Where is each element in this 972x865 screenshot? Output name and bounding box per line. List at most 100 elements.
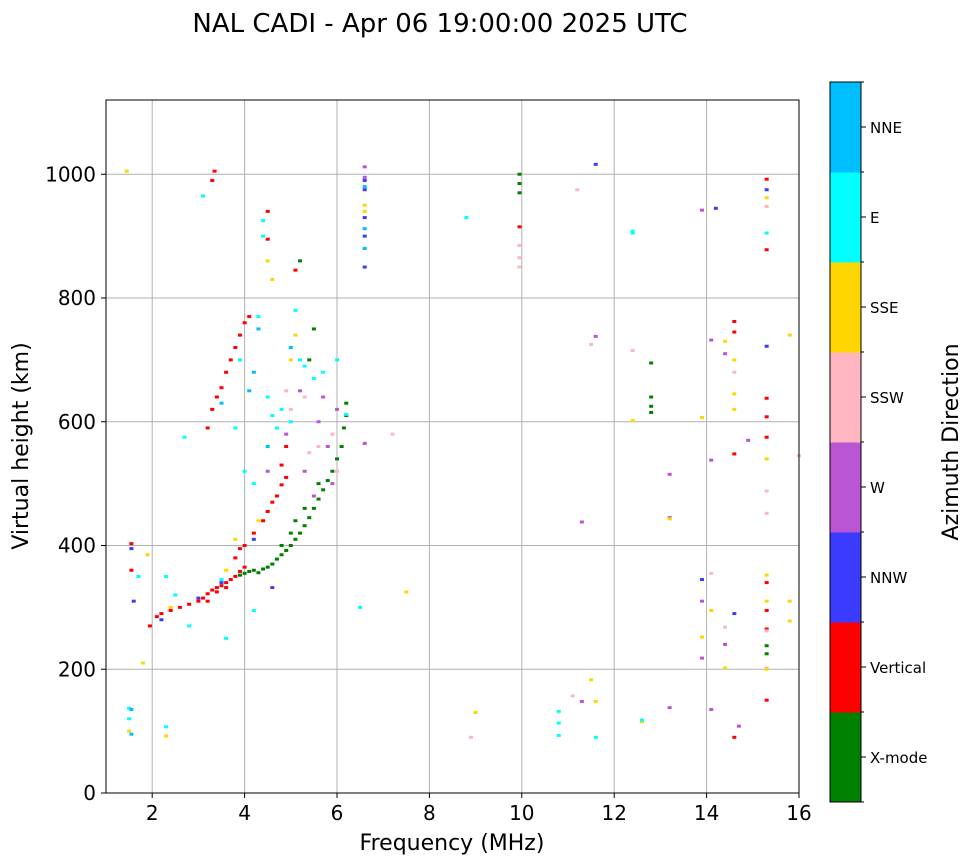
- data-point: [261, 234, 266, 238]
- data-point: [709, 458, 714, 462]
- y-tick-label: 600: [58, 410, 96, 434]
- data-point: [145, 553, 150, 557]
- data-point: [732, 407, 737, 411]
- x-axis-ticks: 2 4 6 8 10 12 14 16: [146, 793, 812, 825]
- data-point: [362, 175, 367, 179]
- data-point: [228, 358, 233, 362]
- data-point: [764, 627, 769, 631]
- data-point: [764, 573, 769, 577]
- data-point: [649, 404, 654, 408]
- data-point: [667, 706, 672, 710]
- data-point: [667, 517, 672, 521]
- data-point: [237, 358, 242, 362]
- colorbar-tick-label: SSE: [870, 299, 899, 317]
- data-point: [667, 472, 672, 476]
- data-point: [274, 494, 279, 498]
- data-point: [274, 426, 279, 430]
- data-point: [764, 667, 769, 671]
- data-point: [228, 578, 233, 582]
- data-point: [164, 725, 169, 729]
- data-point: [147, 624, 152, 628]
- x-tick-label: 14: [694, 801, 719, 825]
- data-point: [129, 707, 134, 711]
- chart-title: NAL CADI - Apr 06 19:00:00 2025 UTC: [192, 9, 687, 39]
- data-point: [556, 721, 561, 725]
- data-point: [129, 547, 134, 551]
- data-point: [164, 734, 169, 738]
- data-point: [140, 661, 145, 665]
- data-point: [325, 479, 330, 483]
- data-point: [316, 482, 321, 486]
- data-point: [570, 694, 575, 698]
- data-point: [177, 605, 182, 609]
- colorbar: X-mode Vertical NNW W SSW SSE E NNE: [829, 81, 927, 803]
- data-point: [593, 334, 598, 338]
- data-point: [517, 182, 522, 186]
- data-point: [288, 544, 293, 547]
- data-point: [224, 581, 229, 585]
- data-point: [224, 636, 229, 640]
- data-point: [284, 475, 289, 479]
- data-point: [732, 392, 737, 396]
- data-point: [517, 191, 522, 195]
- data-point: [265, 237, 270, 241]
- data-point: [251, 531, 256, 535]
- colorbar-tick-label: E: [870, 209, 879, 227]
- data-point: [307, 451, 312, 455]
- data-point: [330, 469, 335, 473]
- data-point: [242, 544, 247, 547]
- data-point: [284, 389, 289, 393]
- y-tick-label: 0: [83, 781, 96, 805]
- data-point: [362, 265, 367, 269]
- data-point: [723, 666, 728, 670]
- data-point: [732, 612, 737, 616]
- x-tick-label: 8: [423, 801, 436, 825]
- data-point: [630, 229, 635, 233]
- data-point: [339, 445, 344, 448]
- data-point: [237, 333, 242, 337]
- data-point: [517, 172, 522, 176]
- data-point: [321, 488, 326, 492]
- data-point: [764, 415, 769, 419]
- data-point: [284, 445, 289, 448]
- data-point: [279, 553, 284, 557]
- data-point: [201, 194, 206, 198]
- data-point: [237, 547, 242, 551]
- data-point: [362, 165, 367, 169]
- data-point: [764, 435, 769, 439]
- data-point: [764, 489, 769, 493]
- data-point: [293, 308, 298, 312]
- data-point: [316, 497, 321, 501]
- data-point: [709, 338, 714, 342]
- data-point: [764, 652, 769, 656]
- data-point: [630, 231, 635, 235]
- data-point: [787, 599, 792, 603]
- data-point: [210, 407, 215, 411]
- data-point: [302, 364, 307, 368]
- data-point: [233, 556, 238, 560]
- data-point: [517, 256, 522, 260]
- data-point: [265, 509, 270, 513]
- data-point: [265, 395, 270, 399]
- data-point: [270, 500, 275, 504]
- data-point: [709, 571, 714, 575]
- data-point: [764, 698, 769, 702]
- data-point: [362, 441, 367, 445]
- data-point: [265, 469, 270, 473]
- data-point: [182, 435, 187, 439]
- colorbar-tick-label: NNW: [870, 569, 907, 587]
- data-point: [293, 268, 298, 272]
- data-point: [159, 612, 164, 616]
- data-point: [473, 711, 478, 715]
- data-point: [723, 643, 728, 646]
- data-point: [307, 516, 312, 520]
- data-point: [251, 482, 256, 486]
- data-point: [787, 619, 792, 623]
- data-point: [237, 573, 242, 577]
- data-point: [311, 494, 316, 498]
- x-tick-label: 2: [146, 801, 159, 825]
- data-point: [302, 524, 307, 528]
- data-point: [219, 386, 224, 390]
- data-point: [279, 463, 284, 467]
- data-point: [311, 327, 316, 331]
